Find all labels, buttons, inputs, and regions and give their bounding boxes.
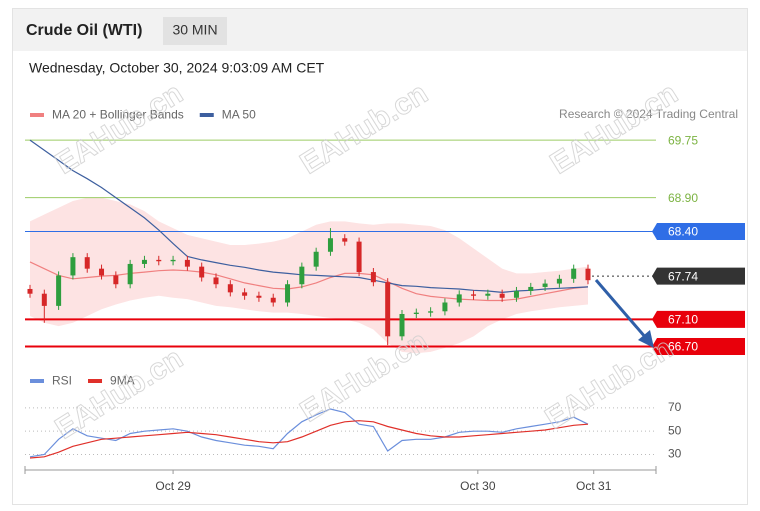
candle-body <box>528 286 534 291</box>
candle-body <box>513 291 519 298</box>
candle-body <box>571 268 577 279</box>
legend-label: MA 50 <box>222 108 256 122</box>
level-tag <box>652 310 745 328</box>
level-label: 68.90 <box>668 191 698 205</box>
candle-body <box>170 259 176 262</box>
candle-body <box>585 268 591 281</box>
x-tick-label: Oct 30 <box>460 479 496 493</box>
candle-body <box>56 275 62 306</box>
candle-body <box>113 275 119 285</box>
candle-body <box>213 277 219 285</box>
candle-body <box>327 238 333 252</box>
candle-body <box>399 314 405 337</box>
candle-body <box>227 284 233 293</box>
level-label: 67.10 <box>668 313 698 327</box>
rsi-tick-label: 50 <box>668 423 682 437</box>
forecast-arrowhead <box>638 330 654 348</box>
rsi-tick-label: 30 <box>668 447 682 461</box>
candle-body <box>141 259 147 264</box>
legend-label: MA 20 + Bollinger Bands <box>52 108 184 122</box>
candle-body <box>70 257 76 276</box>
level-tag <box>652 222 745 240</box>
candle-body <box>27 288 33 294</box>
rsi-legend-swatch <box>30 379 44 383</box>
candle-body <box>542 283 548 287</box>
candle-body <box>385 282 391 337</box>
candle-body <box>485 293 491 296</box>
candle-body <box>342 238 348 242</box>
ma-line <box>29 139 589 294</box>
candle-body <box>442 302 448 312</box>
ma-line <box>29 261 589 302</box>
candle-body <box>471 294 477 296</box>
candle-body <box>499 293 505 298</box>
candle-body <box>199 266 205 278</box>
x-tick-label: Oct 29 <box>155 479 191 493</box>
rsi-tick-label: 70 <box>668 400 682 414</box>
header-bar <box>13 9 747 51</box>
candle-body <box>270 297 276 303</box>
interval-label: 30 MIN <box>172 22 217 38</box>
candle-body <box>456 294 462 303</box>
rsi-legend-swatch <box>88 379 103 383</box>
legend-swatch <box>199 113 214 117</box>
interval-badge <box>163 17 227 45</box>
candle-body <box>370 272 376 283</box>
candle-body <box>41 293 47 306</box>
credit: Research © 2024 Trading Central <box>559 107 738 121</box>
level-label: 67.74 <box>668 269 698 283</box>
rsi-line <box>29 420 589 459</box>
level-tag <box>652 267 745 285</box>
candle-body <box>556 278 562 284</box>
candle-body <box>313 251 319 267</box>
candle-body <box>127 263 133 285</box>
candle-body <box>413 312 419 314</box>
level-label: 66.70 <box>668 340 698 354</box>
candle-body <box>299 266 305 285</box>
candle-body <box>285 284 291 303</box>
chart-title: Crude Oil (WTI) <box>26 22 142 39</box>
candle-body <box>84 257 90 269</box>
rsi-legend-label: 9MA <box>110 374 135 388</box>
candle-body <box>256 295 262 298</box>
candle-body <box>242 292 248 296</box>
rsi-legend-label: RSI <box>52 374 72 388</box>
candle-body <box>184 259 190 267</box>
level-label: 68.40 <box>668 225 698 239</box>
x-tick-label: Oct 31 <box>576 479 612 493</box>
candle-body <box>356 241 362 273</box>
legend-swatch <box>30 113 44 117</box>
candle-body <box>156 259 162 262</box>
plot-area: 69.75 68.90 68.40 67.74 67.10 66.70 MA 20 + Bo… <box>24 108 745 493</box>
timestamp: Wednesday, October 30, 2024 9:03:09 AM C… <box>29 60 325 76</box>
forecast-arrow <box>594 279 648 339</box>
candle-body <box>99 268 105 276</box>
level-tag <box>652 337 745 355</box>
level-label: 69.75 <box>668 133 698 147</box>
candle-body <box>428 311 434 313</box>
